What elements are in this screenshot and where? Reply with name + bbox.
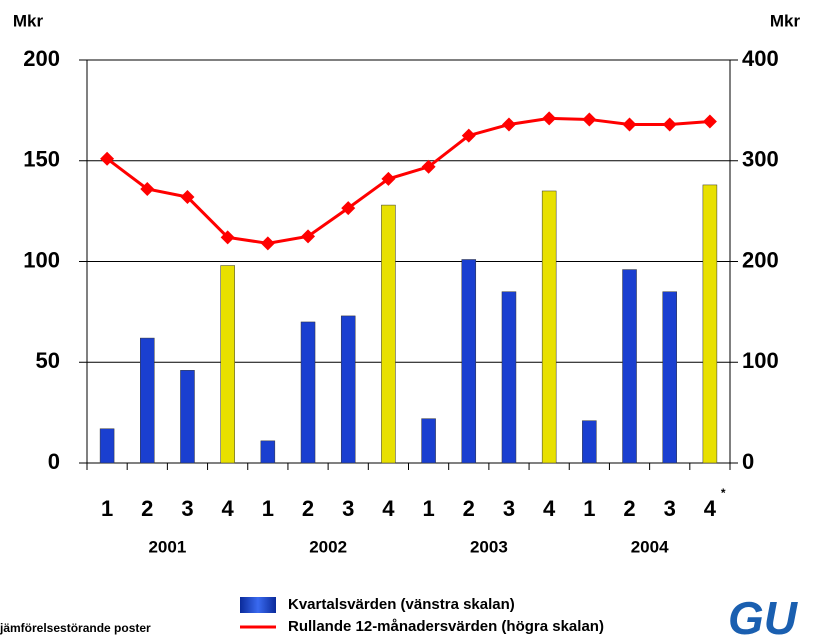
bar <box>381 204 396 464</box>
y-tick-label: 100 <box>23 247 60 272</box>
line-marker <box>381 171 396 186</box>
year-label: 2002 <box>309 537 347 556</box>
line-marker <box>542 111 557 126</box>
line-marker <box>461 128 476 143</box>
x-tick-label: 3 <box>181 496 193 521</box>
x-tick-label: 3 <box>342 496 354 521</box>
x-tick-label: 3 <box>503 496 515 521</box>
line-marker <box>501 117 516 132</box>
y-tick-label: 0 <box>48 449 60 474</box>
year-label: 2003 <box>470 537 508 556</box>
x-tick-label: 4 <box>704 496 717 521</box>
legend-label: Kvartalsvärden (vänstra skalan) <box>288 596 515 613</box>
bar <box>582 420 597 464</box>
bar <box>140 337 155 464</box>
bar <box>501 291 517 464</box>
y2-tick-label: 300 <box>742 147 779 172</box>
y-axis-label: Mkr <box>13 11 44 30</box>
x-tick-label: 4 <box>543 496 556 521</box>
x-tick-label: 2 <box>141 496 153 521</box>
x-tick-label: 1 <box>583 496 595 521</box>
line-marker <box>180 190 195 205</box>
x-tick-label: 2 <box>463 496 475 521</box>
bar <box>99 428 115 464</box>
x-tick-label: 3 <box>664 496 676 521</box>
bar <box>702 184 718 464</box>
y2-axis-label: Mkr <box>770 11 801 30</box>
line <box>106 116 711 245</box>
line-marker <box>622 117 637 132</box>
legend-swatch <box>240 597 276 613</box>
y-tick-label: 150 <box>23 147 60 172</box>
line-marker <box>582 112 597 127</box>
line-marker <box>421 159 436 174</box>
y2-tick-label: 400 <box>742 46 779 71</box>
y2-tick-label: 0 <box>742 449 754 474</box>
year-label: 2001 <box>148 537 186 556</box>
line-marker <box>662 117 677 132</box>
line-marker <box>260 236 275 251</box>
x-tick-label: 4 <box>382 496 395 521</box>
x-tick-label: 4 <box>222 496 235 521</box>
bar <box>180 370 195 464</box>
bar <box>260 440 276 464</box>
line-marker <box>140 181 155 196</box>
line-marker <box>702 114 717 129</box>
y-tick-label: 50 <box>36 348 60 373</box>
line-marker <box>301 229 316 244</box>
footnote: jämförelsestörande poster <box>0 621 151 635</box>
x-tick-label: 2 <box>623 496 635 521</box>
x-tick-label: 1 <box>262 496 274 521</box>
y2-tick-label: 200 <box>742 247 779 272</box>
bar <box>461 259 477 464</box>
bar <box>421 418 436 464</box>
legend-label: Rullande 12-månadersvärden (högra skalan… <box>288 618 604 635</box>
logo: GU <box>728 592 799 641</box>
x-tick-label: 1 <box>101 496 113 521</box>
line-marker <box>100 151 115 166</box>
line-marker <box>341 201 356 216</box>
bar <box>340 315 356 464</box>
bar <box>662 291 677 464</box>
bar <box>541 190 557 464</box>
bar <box>300 321 316 464</box>
bar <box>622 269 637 464</box>
year-label: 2004 <box>631 537 669 556</box>
category-note: * <box>721 486 726 500</box>
x-tick-label: 2 <box>302 496 314 521</box>
x-tick-label: 1 <box>422 496 434 521</box>
y-tick-label: 200 <box>23 46 60 71</box>
line-marker <box>220 230 235 245</box>
y2-tick-label: 100 <box>742 348 779 373</box>
bar <box>220 265 235 464</box>
